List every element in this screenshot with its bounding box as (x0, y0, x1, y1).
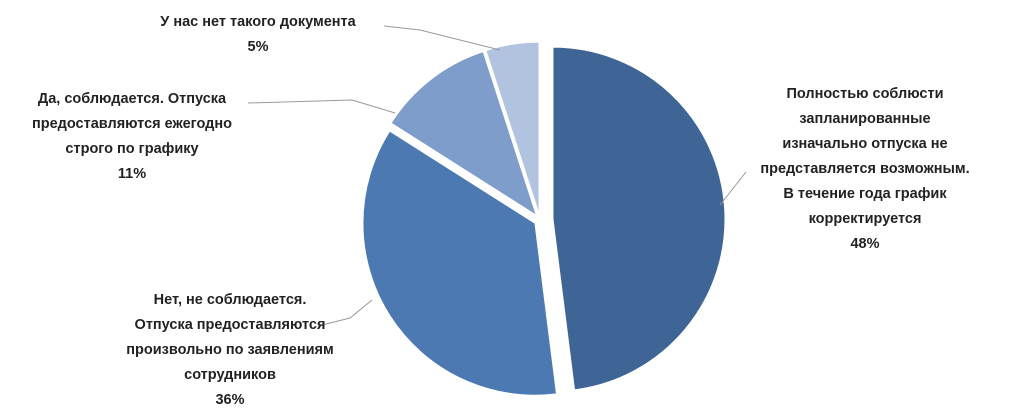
leader-line (719, 171, 747, 206)
leader-line (317, 299, 373, 327)
slice-label-line: предоставляются ежегодно (32, 116, 232, 132)
slice-label-line: строго по графику (65, 141, 198, 157)
slice-not-followed (362, 130, 558, 396)
slice-label-line: Нет, не соблюдается. (154, 292, 307, 308)
slice-label-line: произвольно по заявлениям (126, 342, 333, 358)
slice-adjusted-schedule (552, 46, 726, 391)
slice-label-line: Да, соблюдается. Отпуска (38, 91, 227, 107)
slice-percent-label: 48% (850, 236, 879, 252)
slice-label-line: запланированные (799, 111, 930, 127)
slice-label-line: В течение года график (783, 186, 947, 202)
slice-label: Нет, не соблюдается. Отпуска предоставляю… (126, 292, 333, 408)
slice-label-line: Полностью соблюсти (786, 86, 943, 102)
labels-layer: Полностью соблюсти запланированные изначал… (32, 14, 970, 408)
slice-percent-label: 36% (215, 392, 244, 408)
slice-label-line: изначально отпуска не (782, 136, 947, 152)
slice-label-line: сотрудников (184, 367, 276, 383)
slice-label-line: Отпуска предоставляются (135, 317, 326, 333)
slice-label: Полностью соблюсти запланированные изначал… (760, 86, 969, 252)
slice-percent-label: 11% (118, 166, 146, 182)
slice-followed (390, 51, 538, 217)
slice-no-document (485, 41, 540, 215)
slices-layer (362, 41, 726, 396)
slice-percent-label: 5% (248, 39, 269, 55)
slice-label: У нас нет такого документа 5% (160, 14, 356, 55)
slice-label-line: У нас нет такого документа (160, 14, 356, 30)
leader-line (383, 25, 501, 51)
slice-label-line: представляется возможным. (760, 161, 969, 177)
leader-lines-layer (247, 25, 747, 327)
leader-line (247, 99, 396, 114)
slice-label: Да, соблюдается. Отпуска предоставляются … (32, 91, 232, 182)
slice-label-line: корректируется (809, 211, 922, 227)
